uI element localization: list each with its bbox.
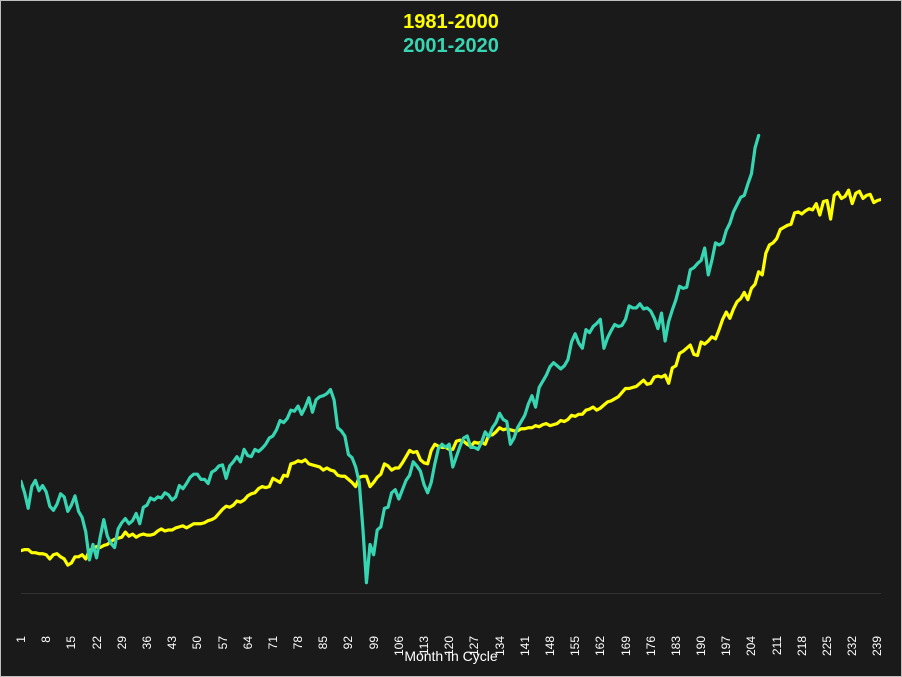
legend-item-1: 1981-2000	[1, 11, 901, 35]
chart-legend: 1981-2000 2001-2020	[1, 11, 901, 58]
chart-plot-area	[21, 121, 881, 594]
legend-item-2: 2001-2020	[1, 35, 901, 59]
x-tick-label: 1	[14, 636, 28, 643]
series-2001-2020	[21, 135, 759, 582]
chart-container: 1981-2000 2001-2020 18152229364350576471…	[0, 0, 902, 677]
x-tick-labels: 1815222936435057647178859299106113120127…	[21, 598, 881, 640]
chart-svg	[21, 121, 881, 594]
x-axis-title: Month In Cycle	[1, 648, 901, 664]
x-tick-label: 8	[39, 636, 53, 643]
series-1981-2000	[21, 190, 881, 565]
